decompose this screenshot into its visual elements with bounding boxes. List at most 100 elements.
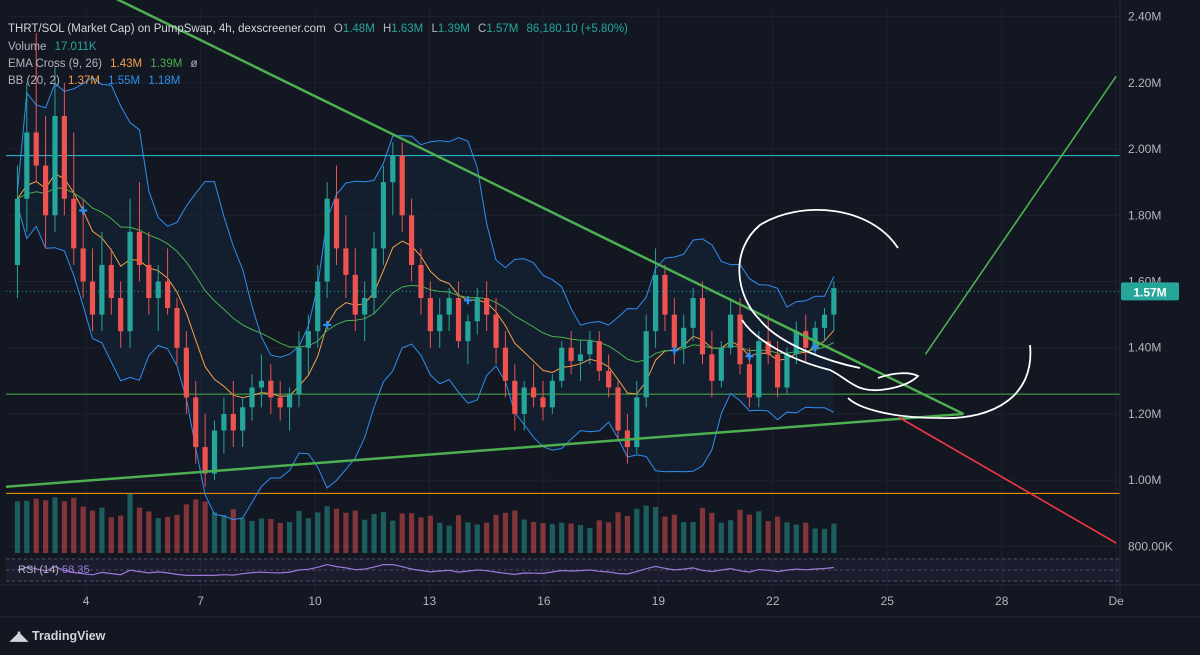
candle-body	[324, 198, 330, 282]
ema-slow-value: 1.39M	[150, 58, 183, 70]
volume-bar	[324, 506, 330, 553]
trendlines	[5, 0, 1120, 544]
rsi-pane	[6, 558, 1120, 582]
volume-bar	[343, 512, 349, 553]
candle-body	[333, 198, 340, 249]
x-tick-label: 16	[537, 594, 551, 608]
volume-bar	[699, 507, 706, 553]
candle-body	[42, 165, 49, 216]
candle-body	[390, 155, 396, 183]
volume-bar	[89, 510, 96, 553]
candle-body	[202, 447, 208, 474]
candle-body	[474, 298, 480, 322]
volume-bar	[718, 522, 724, 553]
candle-body	[652, 274, 659, 332]
volume-bar	[484, 522, 490, 553]
x-tick-label: 22	[766, 594, 780, 608]
candle-body	[737, 314, 743, 365]
volume-bar	[286, 522, 293, 553]
ema-cross-marker	[745, 352, 754, 361]
rsi-label: RSI (14)	[18, 564, 59, 576]
bb-basis-value: 1.37M	[67, 75, 100, 87]
volume-bar	[268, 519, 274, 553]
x-tick-label: 28	[995, 594, 1009, 608]
volume-bar	[14, 501, 21, 553]
candle-body	[427, 298, 433, 332]
volume-bar	[765, 521, 771, 553]
ema-extra: ø	[190, 58, 198, 70]
candle-body	[803, 331, 809, 348]
candle-body	[155, 281, 161, 299]
volume-bar	[296, 510, 302, 553]
candles	[14, 33, 837, 487]
candle-body	[71, 198, 77, 249]
candle-body	[784, 354, 790, 388]
candle-body	[512, 380, 518, 414]
ema-legend[interactable]: EMA Cross (9, 26) 1.43M 1.39M ø	[8, 57, 203, 71]
candle-body	[746, 364, 753, 398]
volume-bar	[596, 520, 602, 553]
volume-bar	[793, 524, 799, 553]
volume-bar	[681, 522, 687, 553]
volume-bar	[183, 504, 189, 553]
freehand-curve	[738, 209, 899, 369]
candle-body	[277, 397, 283, 408]
tradingview-logo[interactable]: ◢◣ TradingView	[10, 628, 105, 644]
volume-bar	[512, 510, 518, 553]
volume-bar	[521, 519, 527, 553]
candle-body	[502, 347, 509, 381]
candle-body	[437, 314, 443, 332]
y-tick-label: 2.00M	[1128, 142, 1161, 156]
y-tick-label: 1.40M	[1128, 341, 1161, 355]
bb-upper-value: 1.55M	[108, 75, 141, 87]
volume-bar	[831, 523, 837, 553]
candle-body	[643, 331, 649, 398]
volume-legend[interactable]: Volume 17.011K	[8, 40, 102, 54]
volume-bar	[230, 509, 236, 553]
candle-body	[183, 347, 189, 398]
volume-bar	[549, 524, 555, 553]
price-tag: 1.57M	[1133, 285, 1166, 299]
volume-bar	[774, 516, 781, 553]
volume-bar	[33, 498, 39, 553]
y-tick-label: 1.20M	[1128, 407, 1161, 421]
volume-bar	[202, 501, 208, 553]
candle-body	[493, 314, 499, 348]
volume-bar	[371, 514, 377, 553]
volume-bar	[399, 513, 405, 553]
horizontal-levels	[6, 155, 1120, 494]
candle-body	[596, 341, 602, 371]
bb-legend[interactable]: BB (20, 2) 1.37M 1.55M 1.18M	[8, 74, 185, 88]
volume-bar	[568, 523, 574, 553]
ema-cross-marker	[463, 296, 472, 305]
bb-label: BB (20, 2)	[8, 75, 60, 87]
y-tick-label: 800.00K	[1128, 539, 1173, 553]
volume-bar	[606, 522, 612, 553]
volume-bar	[709, 512, 715, 553]
volume-bar	[493, 514, 499, 553]
ema-cross-marker	[670, 346, 679, 355]
candle-body	[80, 248, 86, 282]
candle-body	[559, 347, 565, 381]
volume-bar	[756, 511, 762, 553]
candle-body	[408, 215, 415, 265]
candle-body	[380, 182, 387, 249]
x-tick-label: 4	[83, 594, 90, 608]
candle-body	[286, 394, 293, 408]
volume-bar	[315, 512, 321, 553]
volume-bar	[305, 518, 311, 553]
axes: 2.40M2.20M2.00M1.80M1.60M1.40M1.20M1.00M…	[0, 0, 1200, 618]
ema-fast-value: 1.43M	[110, 58, 143, 70]
volume-label: Volume	[8, 41, 47, 53]
volume-bar	[821, 528, 828, 553]
volume-bar	[559, 522, 565, 553]
rsi-legend[interactable]: RSI (14) 58.35	[18, 564, 90, 576]
candle-body	[52, 115, 58, 216]
bb-lower-line	[16, 205, 835, 521]
candle-body	[540, 397, 546, 408]
volume-bar	[333, 508, 340, 553]
ema-cross-marker	[811, 343, 820, 352]
candle-body	[352, 274, 358, 315]
volume-bar	[455, 515, 462, 553]
